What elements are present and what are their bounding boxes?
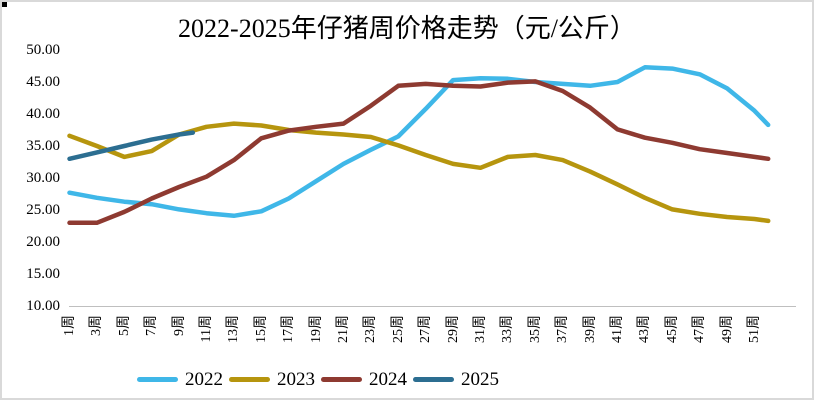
legend-line-swatch: [321, 377, 362, 382]
x-tick-label: 31周: [473, 315, 488, 343]
y-tick-label: 25.00: [26, 202, 60, 218]
series-line-2022: [67, 65, 771, 219]
x-tick-label: 41周: [610, 315, 625, 343]
x-tick-label: 7周: [144, 315, 160, 336]
y-tick-label: 20.00: [26, 234, 60, 250]
legend-line-swatch: [229, 377, 270, 382]
x-tick-label: 37周: [555, 315, 571, 343]
x-tick-label: 33周: [500, 315, 516, 343]
x-tick-label: 3周: [89, 315, 105, 336]
y-tick-label: 35.00: [26, 138, 60, 154]
x-tick-label: 25周: [390, 315, 406, 343]
x-tick-label: 29周: [445, 315, 461, 343]
legend-label: 2024: [369, 369, 407, 390]
x-tick-label: 23周: [363, 315, 379, 343]
x-tick-label: 9周: [171, 315, 187, 336]
x-tick-label: 15周: [253, 315, 269, 343]
x-tick-label: 49周: [719, 315, 735, 343]
x-tick-label: 45周: [664, 315, 680, 343]
legend-line-swatch: [413, 377, 454, 382]
legend-item-2022: 2022: [137, 369, 223, 390]
y-tick-label: 10.00: [26, 298, 60, 314]
x-axis-line: [69, 306, 796, 307]
x-tick-label: 1周: [62, 315, 77, 336]
series-line-2025: [67, 130, 196, 162]
legend-label: 2022: [185, 369, 223, 390]
y-tick-label: 50.00: [26, 42, 60, 58]
series-line-2024: [67, 79, 771, 226]
x-tick-label: 47周: [692, 315, 708, 343]
legend-label: 2023: [277, 369, 315, 390]
legend-item-2025: 2025: [413, 369, 499, 390]
x-tick-label: 19周: [308, 315, 324, 343]
x-tick-label: 17周: [281, 315, 297, 343]
corner-mark: [2, 2, 7, 7]
x-tick-label: 43周: [637, 315, 653, 343]
chart-title: 2022-2025年仔猪周价格走势（元/公斤）: [178, 14, 636, 43]
x-tick-label: 51周: [747, 315, 762, 343]
x-tick-label: 11周: [199, 315, 214, 343]
y-tick-label: 40.00: [26, 106, 60, 122]
legend-item-2024: 2024: [321, 369, 407, 390]
legend-item-2023: 2023: [229, 369, 315, 390]
legend-line-swatch: [137, 377, 178, 382]
y-tick-label: 15.00: [26, 266, 60, 282]
x-tick-label: 21周: [336, 315, 351, 343]
x-tick-label: 35周: [527, 315, 543, 343]
legend-label: 2025: [461, 369, 499, 390]
x-tick-label: 27周: [418, 315, 434, 343]
x-tick-label: 39周: [582, 315, 598, 343]
y-tick-label: 30.00: [26, 170, 60, 186]
y-tick-label: 45.00: [26, 74, 60, 90]
legend: 2022 2023 2024 2025: [137, 369, 499, 390]
x-tick-label: 5周: [116, 315, 132, 336]
x-tick-label: 13周: [226, 315, 242, 343]
